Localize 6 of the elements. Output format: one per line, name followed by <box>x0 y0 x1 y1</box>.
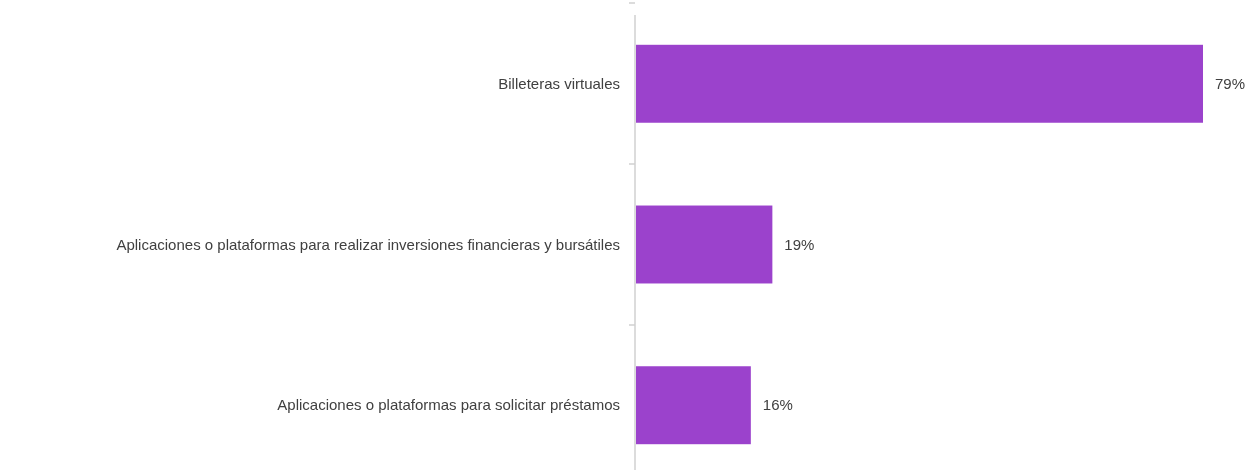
data-label: 79% <box>1215 75 1246 93</box>
y-tick-label: Aplicaciones o plataformas para realizar inversiones financieras y bursátiles <box>116 235 620 253</box>
y-tick-label: Billeteras virtuales <box>498 75 620 93</box>
y-tick-label: Aplicaciones o plataformas para solicitar préstamos <box>277 396 620 414</box>
data-label: 16% <box>762 396 793 414</box>
data-label: 19% <box>784 235 815 253</box>
